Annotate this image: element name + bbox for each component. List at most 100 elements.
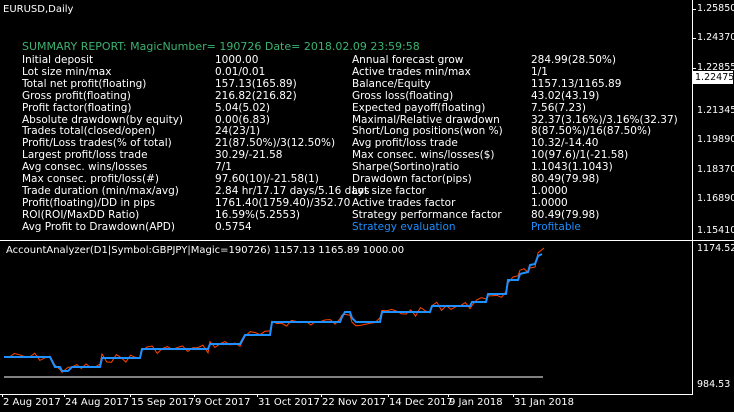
price-label: 1.25850: [697, 3, 734, 14]
price-label: 1.19890: [697, 134, 734, 145]
report-value: 1/1: [531, 65, 548, 78]
report-value: 32.37(3.16%)/3.16%(32.37): [531, 113, 678, 126]
time-label: 9 Jan 2018: [449, 397, 503, 408]
report-value: 80.49(79.98): [531, 208, 600, 221]
report-row: ROI(ROI/MaxDD Ratio) 16.59%(5.2553) Strate…: [22, 209, 642, 221]
price-label: 1.16890: [697, 193, 734, 204]
report-value: 1.0000: [531, 196, 568, 209]
time-label: 9 Oct 2017: [195, 397, 251, 408]
report-value: 10.32/-14.40: [531, 137, 599, 150]
price-axis-line: [692, 0, 693, 394]
report-value: 5.04(5.02): [215, 101, 270, 114]
report-label: Avg profit/loss trade: [352, 137, 458, 150]
price-label: 1.24370: [697, 32, 734, 43]
report-label: Maximal/Relative drawdown: [352, 113, 500, 126]
report-value: 157.13(165.89): [215, 77, 297, 90]
report-value: 1761.40(1759.40)/352.70: [215, 196, 351, 209]
time-tick: [130, 394, 131, 397]
report-label: Lot size min/max: [22, 65, 112, 78]
report-row: Trades total(closed/open) 24(23/1) Short/L…: [22, 125, 651, 138]
report-row: Trade duration (min/max/avg) 2.84 hr/17.1…: [22, 185, 642, 197]
report-label: Initial deposit: [22, 54, 94, 66]
report-value: 0.01/0.01: [215, 65, 266, 78]
report-label: Active trades min/max: [352, 65, 471, 78]
report-value: 16.59%(5.2553): [215, 208, 300, 221]
balance-equity-plot: [3, 247, 545, 378]
report-value: 1157.13/1165.89: [531, 77, 622, 90]
indicator-axis-min: 984.53: [697, 379, 731, 390]
report-label: Total net profit(floating): [22, 77, 147, 90]
report-row: Total net profit(floating) 157.13(165.89)…: [22, 78, 642, 90]
report-label: Trades total(closed/open): [22, 125, 156, 138]
time-label: 31 Jan 2018: [514, 397, 574, 408]
report-value: 284.99(28.50%): [531, 54, 616, 66]
price-tick: [692, 68, 696, 69]
report-row: Profit(floating)/DD in pips 1761.40(1759.…: [22, 197, 642, 209]
report-label: Profit factor(floating): [22, 101, 132, 114]
report-value: 216.82(216.82): [215, 89, 297, 102]
report-value: 80.49(79.98): [531, 173, 600, 185]
report-value: 0.5754: [215, 220, 252, 233]
report-label: Expected payoff(floating): [352, 101, 486, 114]
report-label: Strategy evaluation: [352, 220, 456, 233]
price-label: 1.15410: [697, 225, 734, 236]
report-label: Max consec. profit/loss(#): [22, 173, 159, 185]
time-tick: [2, 394, 3, 397]
report-value: 43.02(43.19): [531, 89, 600, 102]
time-tick: [388, 394, 389, 397]
report-row: Largest profit/loss trade 30.29/-21.58 Max…: [22, 149, 642, 161]
report-value: 1000.00: [215, 54, 259, 66]
report-value: 10(97.6)/1(-21.58): [531, 149, 629, 162]
time-axis-line: [0, 394, 693, 395]
report-value: Profitable: [531, 220, 581, 233]
report-value: 30.29/-21.58: [215, 149, 283, 162]
time-tick: [64, 394, 65, 397]
report-value: 24(23/1): [215, 125, 261, 138]
report-row: Absolute drawdown(by equity) 0.00(6.83) Ma…: [22, 113, 678, 126]
report-row: Avg Profit to Drawdown(APD) 0.5754 Strateg…: [22, 221, 642, 233]
report-label: Avg consec. wins/losses: [22, 161, 148, 174]
report-label: Lot size factor: [352, 184, 427, 197]
report-value: 7/1: [215, 161, 232, 174]
indicator-label: AccountAnalyzer(D1|Symbol:GBPJPY|Magic=1…: [6, 245, 405, 256]
report-label: Profit/Loss trades(% of total): [22, 137, 172, 150]
time-label: 2 Aug 2017: [3, 397, 61, 408]
report-label: Annual forecast grow: [352, 54, 464, 66]
time-label: 22 Nov 2017: [322, 397, 387, 408]
report-label: Trade duration (min/max/avg): [22, 184, 179, 197]
time-tick: [448, 394, 449, 397]
time-label: 31 Oct 2017: [258, 397, 320, 408]
main-price-chart[interactable]: [0, 0, 734, 241]
report-label: Gross profit(floating): [22, 89, 131, 102]
report-value: 1.1043(1.1043): [531, 161, 613, 174]
report-label: Max consec. wins/losses($): [352, 149, 495, 162]
time-label: 14 Dec 2017: [389, 397, 453, 408]
report-title: SUMMARY REPORT: MagicNumber= 190726 Date…: [22, 40, 420, 53]
report-row: Profit/Loss trades(% of total) 21(87.50%)…: [22, 137, 642, 149]
chart-symbol-label: EURUSD,Daily: [3, 4, 74, 15]
report-row: Max consec. profit/loss(#) 97.60(10)/-21.…: [22, 173, 642, 185]
price-tick: [692, 38, 696, 39]
report-row: Gross profit(floating) 216.82(216.82) Gros…: [22, 90, 642, 102]
time-tick: [513, 394, 514, 397]
report-label: Absolute drawdown(by equity): [22, 113, 184, 126]
time-label: 15 Sep 2017: [131, 397, 195, 408]
report-value: 97.60(10)/-21.58(1): [215, 173, 319, 185]
report-value: 21(87.50%)/3(12.50%): [215, 137, 336, 150]
report-label: Largest profit/loss trade: [22, 149, 148, 162]
price-tick: [692, 9, 696, 10]
report-label: Balance/Equity: [352, 77, 431, 90]
time-tick: [321, 394, 322, 397]
price-label: 1.22855: [697, 62, 734, 73]
report-value: 1.0000: [531, 184, 568, 197]
time-tick: [257, 394, 258, 397]
equity-line: [3, 247, 545, 374]
report-label: Active trades factor: [352, 196, 456, 209]
report-label: Profit(floating)/DD in pips: [22, 196, 156, 209]
time-label: 24 Aug 2017: [65, 397, 130, 408]
report-label: Gross loss(floating): [352, 89, 454, 102]
report-value: 8(87.50%)/16(87.50%): [531, 125, 652, 138]
report-label: Strategy performance factor: [352, 208, 502, 221]
report-label: ROI(ROI/MaxDD Ratio): [22, 208, 140, 221]
price-label: 1.18370: [697, 164, 734, 175]
